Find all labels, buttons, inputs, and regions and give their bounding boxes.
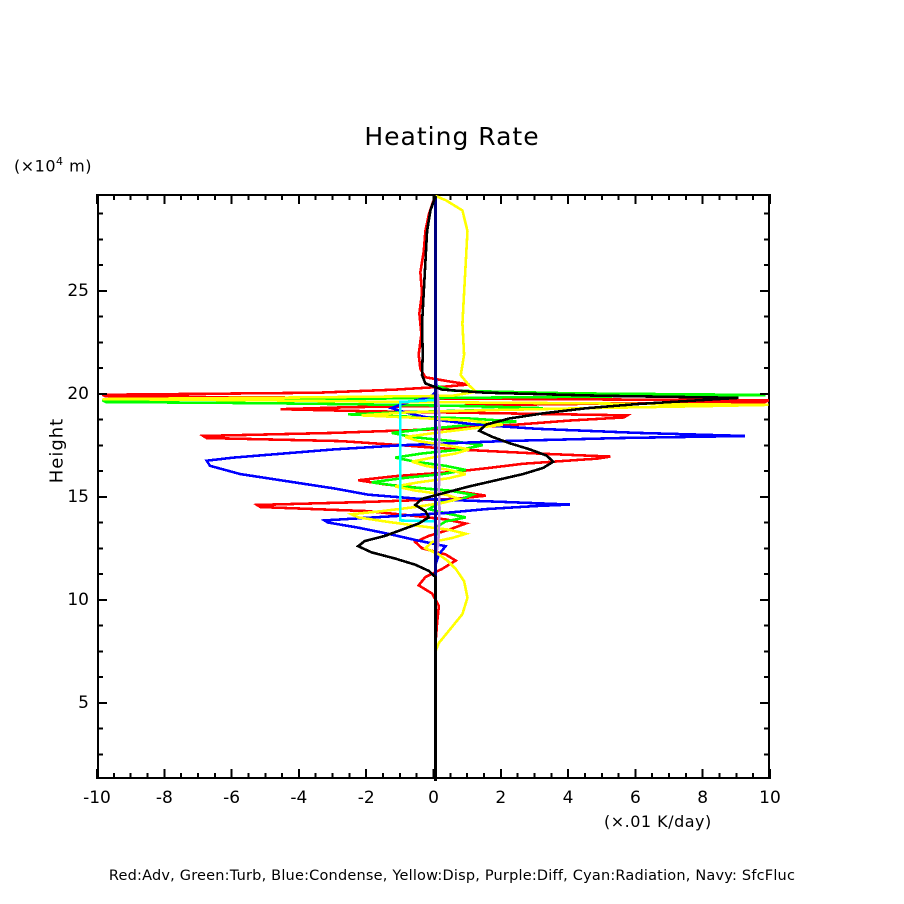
x-tick-label: -4 — [290, 788, 308, 808]
x-tick-label: 8 — [697, 788, 709, 808]
x-tick-label: 6 — [629, 788, 641, 808]
x-tick-label: 4 — [562, 788, 574, 808]
y-tick-label: 10 — [67, 589, 89, 610]
chart-title: Heating Rate — [364, 122, 540, 151]
series-line-turb — [101, 196, 766, 781]
y-axis-unit-label: (×104 m) — [14, 155, 92, 175]
y-tick-label: 5 — [78, 692, 89, 713]
series-line-total — [355, 195, 739, 781]
series-lines-layer — [101, 194, 770, 781]
y-unit-exponent: 4 — [56, 155, 64, 168]
x-tick-label: -6 — [223, 788, 241, 808]
x-tick-label: -10 — [83, 788, 111, 808]
legend-caption: Red:Adv, Green:Turb, Blue:Condense, Yell… — [108, 868, 796, 884]
y-tick-label: 15 — [67, 486, 89, 507]
y-tick-label: 20 — [67, 383, 89, 404]
x-tick-label: -8 — [155, 788, 173, 808]
x-tick-label: 10 — [759, 788, 781, 808]
x-tick-label: -2 — [357, 788, 375, 808]
plot-area — [97, 194, 770, 781]
series-line-disp — [102, 194, 769, 781]
x-axis-title: (×.01 K/day) — [604, 812, 712, 831]
x-tick-label: 0 — [428, 788, 439, 808]
x-tick-label: 2 — [495, 788, 507, 808]
y-unit-suffix: m) — [63, 156, 92, 176]
y-tick-label: 25 — [67, 280, 89, 301]
series-line-condense — [204, 196, 746, 781]
y-unit-prefix: (×10 — [14, 156, 57, 176]
